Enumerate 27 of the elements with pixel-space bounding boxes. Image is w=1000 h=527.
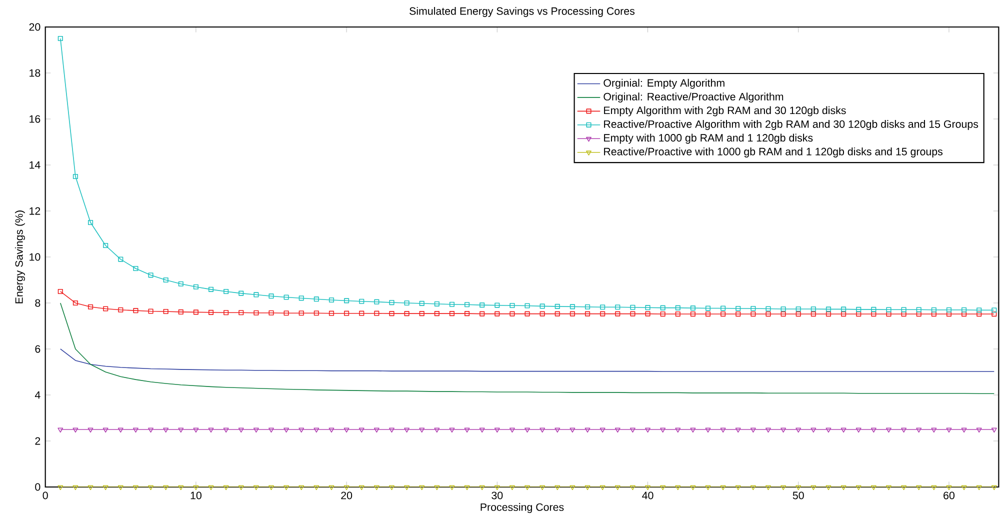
legend-label: Original: Reactive/Proactive Algorithm: [604, 92, 784, 103]
y-tick-label: 4: [34, 391, 40, 399]
x-tick-label: 40: [642, 492, 654, 500]
legend-label: Reactive/Proactive Algorithm with 2gb RAM and 30 120gb disks and 15 Groups: [604, 120, 978, 130]
y-tick-label: 16: [30, 115, 40, 123]
y-tick-label: 20: [29, 23, 40, 31]
y-tick-label: 2: [35, 437, 40, 445]
y-tick-label: 10: [30, 253, 40, 261]
legend-label: Empty with 1000 gb RAM and 1 120gb disks: [604, 134, 813, 144]
y-axis-title: Energy Savings (%): [14, 210, 25, 304]
y-tick-label: 18: [30, 69, 40, 77]
x-axis-title: Processing Cores: [480, 503, 564, 514]
y-tick-label: 12: [30, 207, 40, 215]
legend-label: Empty Algorithm with 2gb RAM and 30 120gb disks: [604, 106, 846, 116]
x-tick-label: 60: [944, 492, 954, 500]
legend-label: Orginial: Empty Algorithm: [604, 78, 724, 89]
y-tick-label: 8: [35, 299, 40, 307]
chart-title: Simulated Energy Savings vs Processing Cores: [410, 7, 635, 17]
y-tick-label: 6: [35, 345, 40, 353]
x-tick-label: 10: [190, 492, 202, 500]
x-tick-label: 20: [341, 492, 352, 500]
x-tick-label: 30: [492, 492, 503, 500]
y-tick-label: 0: [35, 483, 40, 491]
x-tick-label: 50: [792, 492, 804, 500]
legend-label: Reactive/Proactive with 1000 gb RAM and 1 120gb disks and 15 groups: [604, 148, 943, 158]
x-tick-label: 0: [42, 492, 48, 500]
y-tick-label: 14: [30, 161, 40, 169]
